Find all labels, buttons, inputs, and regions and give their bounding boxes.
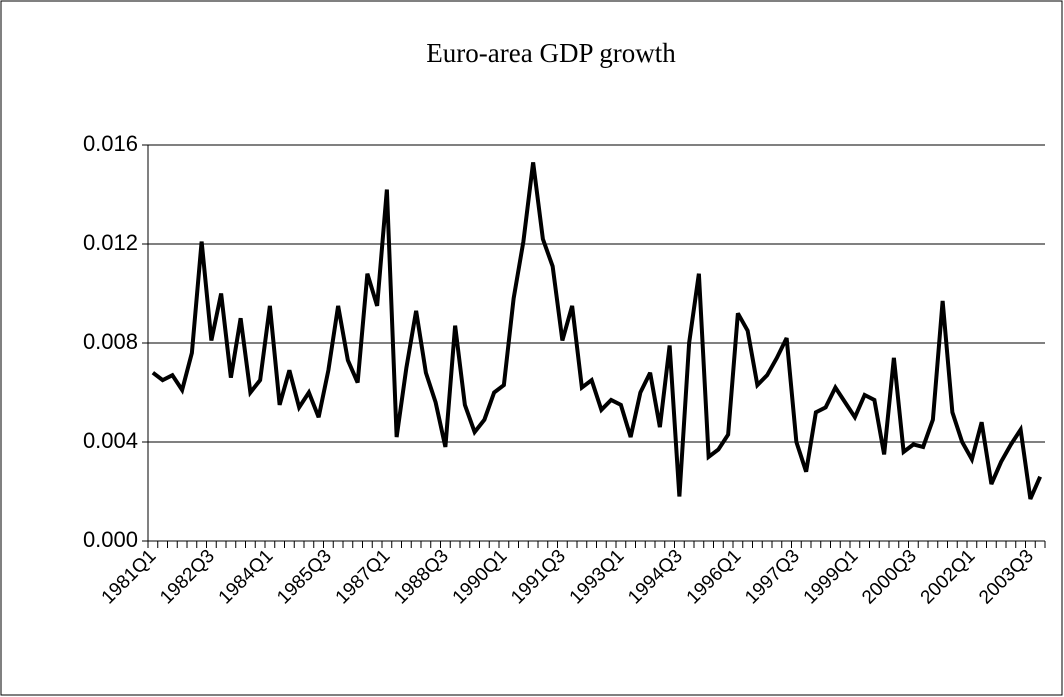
y-tick-label: 0.004 (83, 428, 138, 453)
y-tick-label: 0.008 (83, 329, 138, 354)
y-tick-label: 0.012 (83, 230, 138, 255)
y-tick-label: 0.000 (83, 527, 138, 552)
data-line (151, 162, 1042, 500)
chart-title: Euro-area GDP growth (426, 38, 676, 68)
y-tick-label: 0.016 (83, 131, 138, 156)
